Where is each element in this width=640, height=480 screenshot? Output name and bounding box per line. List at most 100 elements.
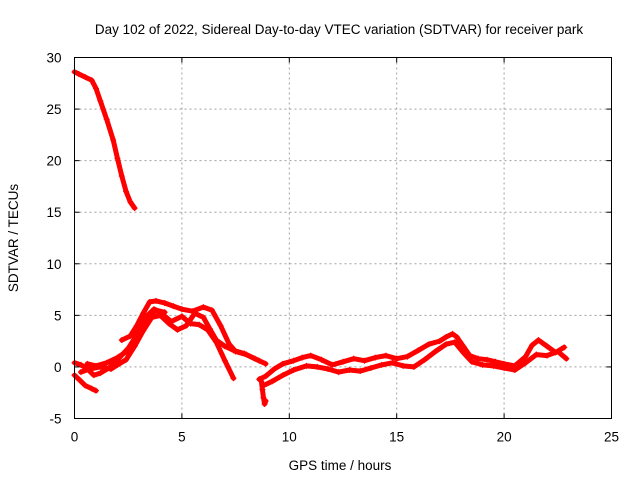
data-point [178,313,185,320]
tick-labels: 0 5 10 15 20 25 -5 0 5 10 15 20 25 30 [46,51,619,445]
data-point [200,304,207,311]
y-tick-label: -5 [49,412,61,427]
data-point [372,354,379,361]
data-point [415,347,422,354]
data-point [131,343,138,350]
x-tick-label: 0 [71,430,79,445]
data-point [92,387,99,394]
series-line [72,307,168,378]
data-point [529,342,536,349]
data-point [522,359,529,366]
plot-series [71,68,570,408]
data-point [127,332,134,339]
series-arc-1 [71,68,138,212]
data-point [153,297,160,304]
data-point [479,361,486,368]
y-tick-label: 30 [46,51,61,66]
data-point [213,337,220,344]
data-point [269,378,276,385]
y-tick-label: 5 [54,308,62,323]
data-point [361,357,368,364]
data-point [125,345,132,352]
data-point [92,85,99,92]
data-point [103,359,110,366]
data-point [217,322,224,329]
y-tick-label: 0 [54,360,62,375]
data-point [259,386,266,393]
data-point [118,173,125,180]
data-point [118,337,125,344]
data-point [279,372,286,379]
data-point [318,356,325,363]
data-point [103,116,110,123]
data-point [522,353,529,360]
data-point [144,316,151,323]
data-point [97,363,104,370]
data-point [170,303,177,310]
data-point [329,361,336,368]
data-point [123,188,130,195]
data-point [114,155,121,162]
series-line [78,310,269,375]
chart-title: Day 102 of 2022, Sidereal Day-to-day VTE… [95,22,583,37]
data-point [77,361,84,368]
data-point [97,370,104,377]
data-point [393,355,400,362]
data-point [483,356,490,363]
data-point [261,401,268,408]
data-point [76,377,83,384]
data-point [357,368,364,375]
data-point [443,341,450,348]
data-point [221,357,228,364]
series-line [261,339,569,388]
series-line [72,69,138,211]
data-point [262,373,269,380]
data-point [561,344,568,351]
series-arc-9 [258,378,269,408]
data-point [127,198,134,205]
data-point [303,362,310,369]
x-tick-label: 5 [178,430,186,445]
y-tick-label: 10 [46,257,61,272]
data-point [75,71,82,78]
data-point [425,341,432,348]
y-tick-label: 25 [46,102,61,117]
series-arc-8 [260,339,570,389]
data-point [475,355,482,362]
y-tick-label: 20 [46,154,61,169]
data-point [468,358,475,365]
data-point [340,358,346,365]
data-point [206,325,213,332]
data-point [404,353,411,360]
data-point [460,349,467,356]
y-tick-label: 15 [46,205,61,220]
series-arc-7 [256,330,568,383]
plot-frame [74,57,612,419]
data-point [544,343,551,350]
data-point [82,382,89,389]
data-point [490,362,497,369]
data-point [110,137,117,144]
data-point [161,309,168,316]
data-point [230,375,237,382]
data-point [290,357,297,364]
data-point [153,307,160,314]
data-point [258,378,265,385]
data-point [314,363,321,370]
data-point [200,314,207,321]
data-point [451,339,458,346]
data-point [178,306,185,313]
data-point [511,367,518,374]
data-point [82,74,89,81]
grid [74,57,612,419]
data-point [135,328,142,335]
data-point [324,365,331,372]
data-point [279,360,286,367]
data-point [161,299,168,306]
data-point [535,337,542,344]
data-point [501,364,508,371]
y-axis-label: SDTVAR / TECUs [6,184,21,293]
data-point [421,356,428,363]
data-point [299,354,306,361]
data-point [230,347,237,354]
